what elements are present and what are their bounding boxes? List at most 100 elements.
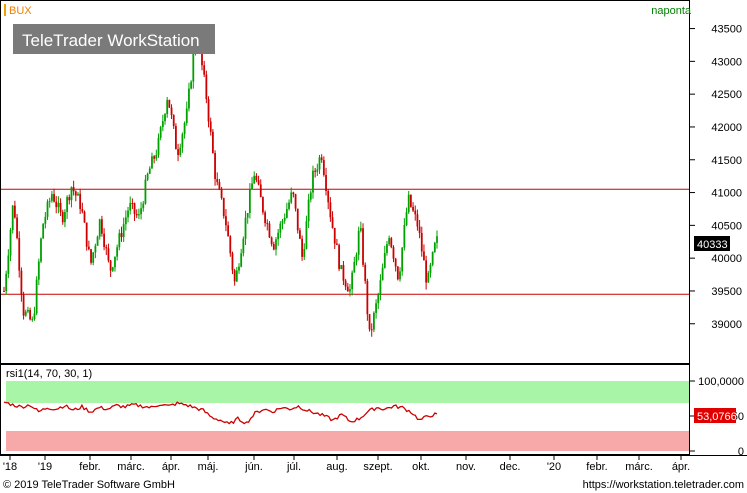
candle-body [42, 223, 45, 239]
candle-body [407, 194, 410, 213]
time-tick-label: aug. [326, 461, 347, 473]
candle-body [248, 189, 251, 214]
candle-body [320, 157, 323, 161]
time-tick-label: febr. [79, 461, 100, 473]
candle-body [416, 214, 419, 227]
candle-body [383, 252, 386, 268]
price-tick-label: 43500 [711, 24, 742, 36]
candle-body [29, 310, 32, 320]
candle-body [101, 219, 103, 234]
candle-body [409, 194, 412, 207]
candle-body [312, 170, 314, 193]
candle-body [216, 179, 219, 183]
candle-body [264, 212, 267, 224]
candle-body [3, 290, 5, 292]
time-tick-label: dec. [500, 461, 521, 473]
candle-body [359, 228, 362, 231]
source-url[interactable]: https://workstation.teletrader.com [583, 479, 744, 491]
candle-body [211, 131, 214, 153]
candle-body [272, 244, 275, 250]
candle-body [401, 247, 404, 272]
time-tick-label: júl. [286, 461, 301, 473]
candle-body [412, 206, 414, 211]
candle-body [33, 313, 36, 320]
candle-body [83, 211, 86, 223]
candle-body [44, 216, 47, 224]
candle-body [114, 256, 116, 268]
candle-body [172, 115, 175, 127]
candle-body [268, 223, 271, 238]
candle-body [231, 253, 234, 271]
candle-body [423, 251, 425, 261]
candle-body [351, 272, 354, 290]
candle-body [388, 238, 391, 245]
candle-body [131, 203, 134, 205]
time-tick-label: nov. [456, 461, 476, 473]
candle-body [394, 258, 397, 267]
candle-body [242, 238, 245, 254]
time-tick-label: ápr. [162, 461, 180, 473]
rsi-last-value: 53,0766 [697, 411, 737, 423]
candle-body [427, 272, 430, 283]
symbol-label[interactable]: BUX [9, 5, 32, 17]
time-tick-label: máj. [198, 461, 219, 473]
candle-body [72, 187, 75, 192]
candle-body [399, 271, 401, 280]
candle-body [96, 236, 99, 246]
candle-body [279, 223, 282, 233]
candle-body [255, 175, 258, 181]
candle-body [87, 246, 90, 250]
candle-body [179, 147, 182, 156]
candle-body [429, 264, 432, 273]
candle-body [392, 247, 395, 259]
candle-body [203, 65, 206, 75]
candle-body [418, 226, 421, 233]
candle-body [68, 197, 71, 201]
candle-body [362, 228, 364, 265]
time-axis[interactable]: '18 '19 febr. márc. ápr. máj. jún. júl. aug. szep… [3, 455, 690, 473]
candle-body [377, 294, 380, 304]
candle-body [299, 230, 301, 239]
candle-body [37, 261, 40, 280]
time-tick-label: jún. [244, 461, 263, 473]
candle-body [105, 246, 108, 249]
candle-body [164, 114, 166, 122]
candle-body [190, 81, 193, 89]
candle-body [27, 310, 29, 312]
candle-body [159, 127, 162, 138]
candle-body [305, 221, 308, 249]
candle-body [414, 210, 417, 215]
candle-body [98, 219, 101, 237]
price-tick-label: 42000 [711, 122, 742, 134]
watermark-box [13, 24, 215, 54]
overbought-zone [6, 381, 689, 403]
price-last-badge [694, 236, 730, 251]
candle-body [7, 255, 10, 274]
price-tick-label: 39500 [711, 286, 742, 298]
candle-body [40, 238, 42, 262]
interval-label[interactable]: naponta [651, 5, 692, 17]
price-tick-label: 42500 [711, 89, 742, 101]
candle-body [146, 173, 149, 180]
candle-body [168, 99, 171, 108]
candle-body [192, 53, 195, 82]
candle-body [53, 194, 55, 202]
candle-body [433, 242, 436, 253]
candle-body [90, 249, 92, 263]
candle-body [207, 99, 210, 122]
price-tick-label: 43000 [711, 56, 742, 68]
candle-body [235, 270, 238, 282]
candle-body [35, 279, 38, 314]
candle-body [259, 184, 262, 198]
candle-body [381, 267, 384, 281]
candle-body [277, 232, 280, 240]
candle-body [183, 123, 186, 135]
candle-body [118, 233, 121, 248]
candle-body [92, 252, 95, 263]
candle-body [48, 200, 51, 202]
candle-body [420, 232, 423, 252]
candle-body [238, 266, 240, 271]
candle-body [50, 194, 53, 201]
price-axis[interactable]: 39000 39500 40000 40500 41000 41500 42000 42500… [690, 24, 742, 331]
rsi-title[interactable]: rsi1(14, 70, 30, 1) [6, 368, 92, 380]
